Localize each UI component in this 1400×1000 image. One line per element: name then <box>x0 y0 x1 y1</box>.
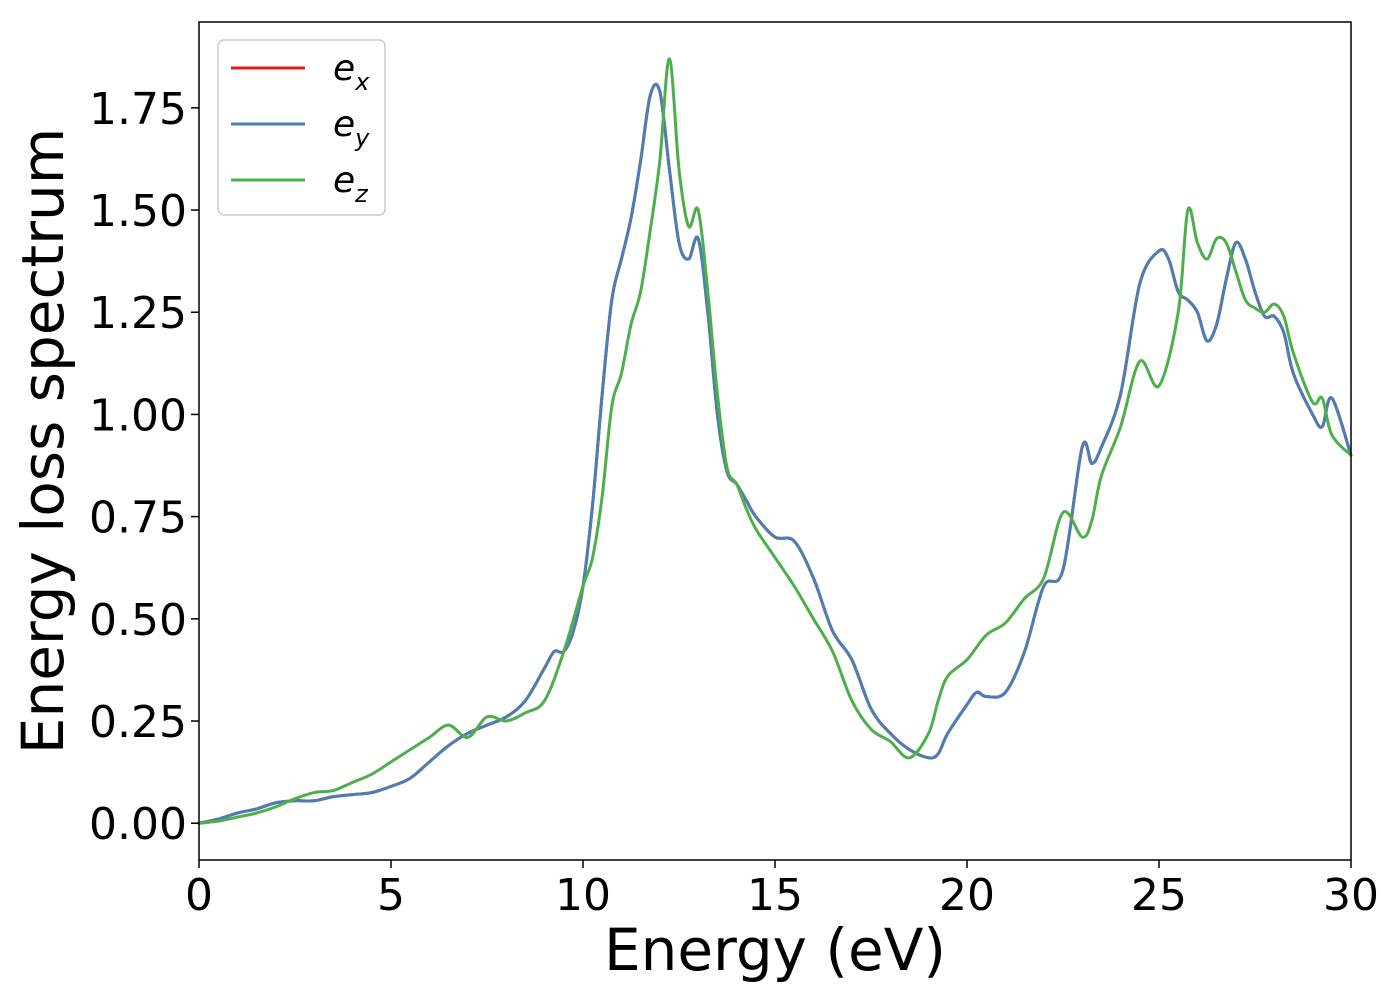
x-tick-label: 0 <box>185 870 213 921</box>
x-tick-label: 15 <box>747 870 803 921</box>
x-axis-title: Energy (eV) <box>604 916 946 984</box>
series-line-e-y <box>197 82 1353 825</box>
legend-label-subscript: y <box>354 124 370 152</box>
legend-label-subscript: x <box>354 68 370 96</box>
y-axis-ticks: 0.00 0.25 0.50 0.75 1.00 1.25 1.50 1.75 <box>89 84 199 850</box>
y-tick-label: 0.00 <box>89 799 187 850</box>
y-tick-label: 1.00 <box>89 390 187 441</box>
y-tick-label: 0.50 <box>89 595 187 646</box>
plot-background <box>199 22 1351 860</box>
legend-label-e-y: ey <box>333 104 370 152</box>
legend-label-e-x: ex <box>333 48 370 96</box>
x-tick-label: 25 <box>1131 870 1187 921</box>
x-tick-label: 5 <box>377 870 405 921</box>
y-tick-label: 1.25 <box>89 288 187 339</box>
y-tick-label: 0.75 <box>89 493 187 544</box>
legend-label-e-z: ez <box>333 160 369 208</box>
legend-label-base: e <box>333 48 355 89</box>
legend-label-subscript: z <box>354 180 369 208</box>
y-tick-label: 1.75 <box>89 84 187 135</box>
y-tick-label: 0.25 <box>89 697 187 748</box>
y-tick-label: 1.50 <box>89 186 187 237</box>
legend-label-base: e <box>333 160 355 201</box>
x-tick-label: 30 <box>1323 870 1379 921</box>
x-axis-ticks: 0 5 10 15 20 25 30 <box>185 860 1379 921</box>
x-tick-label: 20 <box>939 870 995 921</box>
legend-label-base: e <box>333 104 355 145</box>
series-line-e-z <box>197 57 1353 825</box>
series-layer <box>197 57 1353 825</box>
y-axis-title: Energy loss spectrum <box>9 128 77 754</box>
x-tick-label: 10 <box>555 870 611 921</box>
legend-box <box>217 39 386 216</box>
